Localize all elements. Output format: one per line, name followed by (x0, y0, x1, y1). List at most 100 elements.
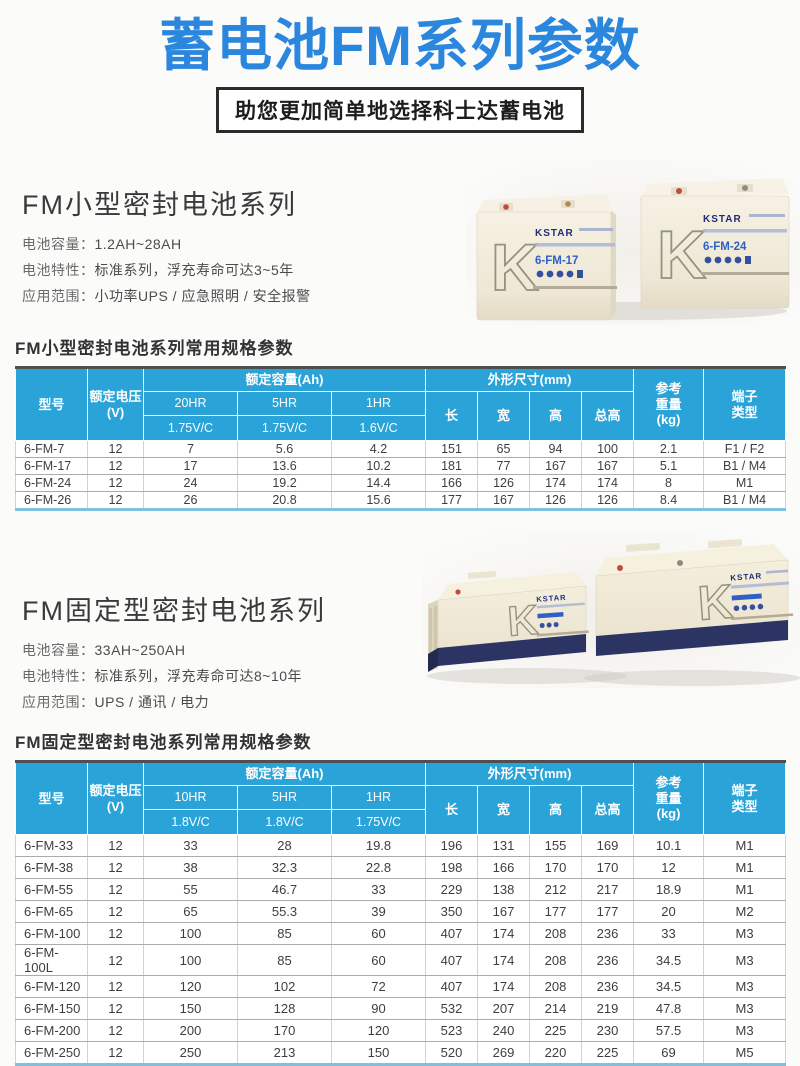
battery-front-face (640, 195, 790, 309)
battery-handle (708, 539, 742, 549)
battery-base (596, 620, 788, 656)
battery-label: K KSTAR 6-FM-17 (490, 228, 617, 305)
table-caption-small-series: FM小型密封电池系列常用规格参数 (15, 339, 294, 359)
cell-value: 225 (580, 1041, 635, 1066)
label-fine-print (703, 229, 787, 233)
cell-model: 6-FM-24 (15, 474, 88, 493)
subtitle-banner: 助您更加简单地选择科士达蓄电池 (216, 87, 584, 134)
battery-side-face (611, 210, 616, 318)
header-dim: 总高 (580, 391, 635, 442)
cell-value: 10.1 (633, 834, 705, 858)
terminal-positive (455, 589, 461, 595)
cell-value: 90 (331, 997, 426, 1021)
spec-line-capacity: 电池容量：33AH~250AH (22, 640, 800, 660)
cell-value: 19.8 (331, 834, 426, 858)
cell-value: 177 (529, 900, 582, 924)
cell-value: 170 (237, 1019, 332, 1043)
battery-shadow (427, 668, 627, 684)
cell-model: 6-FM-150 (15, 997, 88, 1021)
cell-value: 12 (87, 1019, 144, 1043)
cell-value: 34.5 (633, 944, 705, 977)
header-dim: 长 (425, 391, 478, 442)
cell-model: 6-FM-100 (15, 922, 88, 946)
cell-value: 4.2 (331, 440, 426, 459)
cell-value: 236 (580, 944, 635, 977)
spec-value: 标准系列，浮充寿命可达3~5年 (94, 262, 294, 279)
cell-value: 177 (580, 900, 635, 924)
cell-value: 174 (477, 975, 530, 999)
battery-small-left: K KSTAR 6-FM-17 (476, 194, 617, 321)
cell-value: 102 (237, 975, 332, 999)
cell-value: 166 (477, 856, 530, 880)
cell-value: 214 (529, 997, 582, 1021)
cell-value: 77 (477, 457, 530, 476)
table-row: 6-FM-26 12 26 20.8 15.6 177 167 126 126 8.4 B1 / M… (15, 491, 787, 511)
cell-model: 6-FM-33 (15, 834, 88, 858)
table-row: 6-FM-17 12 17 13.6 10.2 181 77 167 167 5.1 B1 / M4 (15, 457, 787, 476)
cell-value: 250 (143, 1041, 238, 1066)
cell-value: M5 (703, 1041, 787, 1066)
cell-value: M1 (703, 834, 787, 858)
cell-value: 174 (477, 922, 530, 946)
k-logo: K (506, 596, 540, 645)
header-dim: 长 (425, 785, 478, 836)
spec-label: 电池容量： (22, 236, 95, 253)
table-row: 6-FM-100 12 100 85 60 407 174 208 236 33 M3 (15, 922, 787, 946)
section-heading: FM固定型密封电池系列 (22, 596, 326, 627)
section-heading: FM小型密封电池系列 (22, 190, 297, 221)
cell-value: 167 (477, 900, 530, 924)
battery-large-right: K KSTAR (595, 539, 794, 656)
battery-top-face (438, 572, 586, 600)
cell-value: 100 (143, 922, 238, 946)
cell-value: 167 (477, 491, 530, 511)
cell-value: 151 (425, 440, 478, 459)
table-row: 6-FM-38 12 38 32.3 22.8 198 166 170 170 12 M1 (15, 856, 787, 880)
header-weight: 参考 重量 (kg) (633, 367, 705, 442)
cell-value: 55.3 (237, 900, 332, 924)
cell-value: 39 (331, 900, 426, 924)
cell-value: 150 (143, 997, 238, 1021)
cell-value: 520 (425, 1041, 478, 1066)
terminal-positive (676, 188, 682, 194)
cert-icon (741, 604, 748, 611)
cell-value: 155 (529, 834, 582, 858)
cell-value: 10.2 (331, 457, 426, 476)
cell-value: 14.4 (331, 474, 426, 493)
spec-value: 1.2AH~28AH (94, 236, 182, 253)
spec-table-fixed-series: 型号 额定电压 (V) 额定容量(Ah) 外形尺寸(mm) 参考 重量 (kg) 端子 类… (15, 760, 787, 1066)
table-row: 6-FM-7 12 7 5.6 4.2 151 65 94 100 2.1 F1 / F2 (15, 440, 787, 459)
cell-value: 33 (331, 878, 426, 902)
cell-value: 207 (477, 997, 530, 1021)
cert-icon (757, 603, 764, 610)
cell-value: 407 (425, 922, 478, 946)
battery-top-face (596, 544, 788, 576)
label-fine-print (749, 214, 785, 217)
header-rate: 5HR (237, 785, 332, 811)
cell-value: 169 (580, 834, 635, 858)
cell-model: 6-FM-17 (15, 457, 88, 476)
label-fine-print (579, 228, 613, 231)
cell-value: 181 (425, 457, 478, 476)
label-fine-print (701, 272, 789, 275)
cell-value: 85 (237, 922, 332, 946)
header-cutoff: 1.75V/C (143, 415, 238, 442)
cert-icon (724, 256, 732, 264)
cell-value: 17 (143, 457, 238, 476)
spec-line-applications: 应用范围：小功率UPS / 应急照明 / 安全报警 (22, 286, 800, 306)
header-rate: 1HR (331, 391, 426, 417)
cert-icon (577, 270, 583, 278)
table-row: 6-FM-55 12 55 46.7 33 229 138 212 217 18.9 M1 (15, 878, 787, 902)
cell-value: 12 (87, 922, 144, 946)
cell-value: 65 (143, 900, 238, 924)
cell-model: 6-FM-120 (15, 975, 88, 999)
cell-model: 6-FM-100L (15, 944, 88, 977)
cell-value: 5.6 (237, 440, 332, 459)
cell-value: M3 (703, 944, 787, 977)
header-capacity-group: 额定容量(Ah) (143, 761, 426, 787)
cert-icon (566, 270, 574, 278)
cell-value: 126 (477, 474, 530, 493)
cell-value: 167 (529, 457, 582, 476)
battery-base (438, 634, 586, 666)
cell-value: 128 (237, 997, 332, 1021)
cell-value: 230 (580, 1019, 635, 1043)
